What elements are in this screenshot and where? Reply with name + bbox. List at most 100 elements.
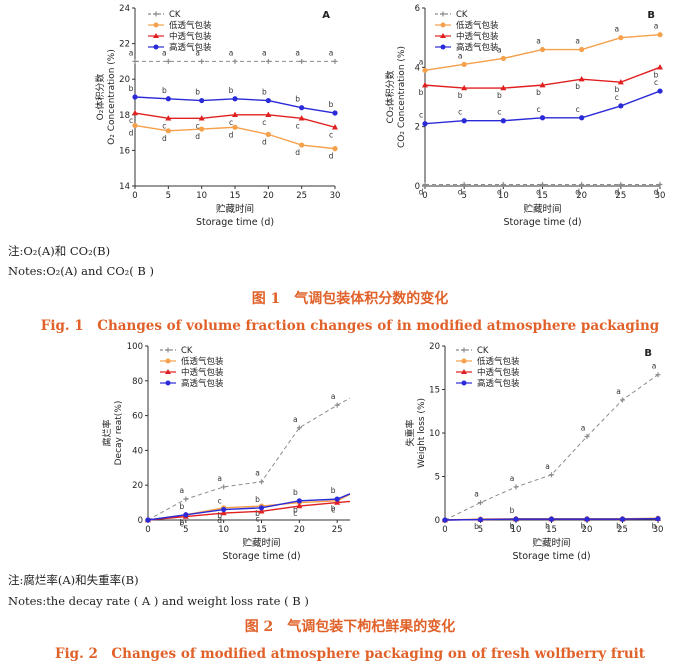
x-axis-title-en: Storage time (d) [196,217,274,228]
data-point-CK [132,58,138,64]
significance-letter: d [575,188,580,197]
significance-letter: a [615,25,620,34]
panel-label: B [647,10,655,21]
data-point-low [657,32,663,38]
data-point-high [442,517,448,523]
legend-marker-high [153,44,159,50]
significance-letter: b [652,521,657,530]
y-tick-label: 60 [132,412,143,422]
significance-letter: b [575,82,580,91]
data-point-low [422,67,428,73]
significance-letter: d [329,152,334,161]
legend-label-CK: CK [477,346,489,356]
significance-letter: b [195,88,200,97]
x-tick-label: 25 [332,525,343,535]
legend-marker-mid [461,369,467,374]
x-tick-label: 20 [582,525,593,535]
significance-letter: c [162,121,166,130]
data-point-CK [334,402,340,408]
legend-marker-high [461,380,467,386]
x-tick-label: 20 [294,525,305,535]
significance-letter: d [229,130,234,139]
fig2-note-en: Notes:the decay rate ( A ) and weight lo… [8,594,309,608]
x-tick-label: 0 [145,525,150,535]
data-point-mid [422,81,428,88]
data-point-high [299,105,305,111]
data-point-CK [422,182,428,188]
legend-marker-mid [440,33,446,38]
data-point-high [258,505,265,511]
y-axis-title-en: Weight loss (%) [417,398,427,468]
significance-letter: b [329,100,334,109]
legend-marker-mid [153,33,159,38]
data-point-CK [183,496,189,502]
data-point-CK [478,500,483,506]
data-point-CK [584,433,590,439]
significance-letter: c [510,522,514,531]
data-point-mid [617,78,624,85]
data-point-high [332,110,338,116]
significance-letter: c [196,121,200,130]
data-point-CK [618,182,624,188]
legend-label-CK: CK [456,10,468,20]
data-point-CK [221,484,227,490]
legend-label-low: 低透气包装 [477,356,520,367]
significance-letter: a [581,423,586,432]
y-axis-title-en: CO₂ Concentration (%) [397,46,407,148]
x-axis-title-cn: 贮藏时间 [523,203,561,215]
significance-letter: b [614,85,619,94]
x-tick-label: 0 [132,191,137,201]
data-point-high [145,517,151,523]
significance-letter: c [419,111,423,120]
data-point-CK [259,479,264,485]
significance-letter: c [576,105,580,114]
x-tick-label: 15 [546,525,557,535]
legend-label-mid: 中透气包装 [456,31,499,42]
data-point-mid [500,84,507,91]
x-tick-label: 15 [537,191,548,201]
significance-letter: d [262,137,267,146]
x-tick-label: 5 [183,525,188,535]
chart-fig1-a: 14 16 18 20 22 24 0 5 10 15 20 25 30 贮藏时间 Storage time… [94,4,340,228]
significance-letter: c [255,514,259,523]
legend-marker-low [153,22,159,28]
data-point-mid [220,509,227,516]
significance-letter: a [575,37,580,46]
x-axis-title-cn: 贮藏时间 [532,537,570,549]
significance-letter: b [545,522,550,531]
significance-letter: c [293,509,297,518]
legend-label-low: 低透气包装 [181,356,224,367]
significance-letter: b [497,91,502,100]
x-axis-title-cn: 贮藏时间 [216,203,254,215]
significance-letter: a [129,48,134,57]
x-tick-label: 30 [655,191,666,201]
legend-marker-CK [440,11,446,17]
legend-label-CK: CK [169,10,181,20]
chart-fig2-b: 0 5 10 15 20 0 5 10 15 20 25 30 贮藏时间 Storage time (d)… [404,342,663,562]
data-point-high [619,516,626,522]
data-point-low [500,55,506,62]
significance-letter: b [179,502,184,511]
data-point-high [539,115,546,121]
legend-label-mid: 中透气包装 [181,367,224,378]
significance-letter: a [474,490,479,499]
data-point-CK [657,182,663,188]
significance-letter: c [458,108,462,117]
fig1-note-cn: 注:O₂(A)和 CO₂(B) [8,244,111,258]
significance-letter: c [180,520,184,529]
significance-letter: d [295,148,300,157]
data-point-CK [579,182,585,188]
significance-letter: b [255,509,260,518]
fig1-caption-cn: 图 1 气调包装体积分数的变化 [251,291,449,307]
y-tick-label: 20 [119,75,130,85]
y-axis-title-cn: 失重率 [404,419,416,446]
y-tick-label: 4 [415,63,420,73]
y-axis-title-en: O₂ Concentration (%) [107,49,117,145]
significance-letter: b [295,95,300,104]
y-tick-label: 18 [119,111,130,121]
significance-letter: c [329,130,333,139]
data-point-high [183,512,189,518]
y-tick-label: 0 [415,182,420,192]
legend-marker-low [461,358,467,364]
data-point-high [500,118,506,124]
